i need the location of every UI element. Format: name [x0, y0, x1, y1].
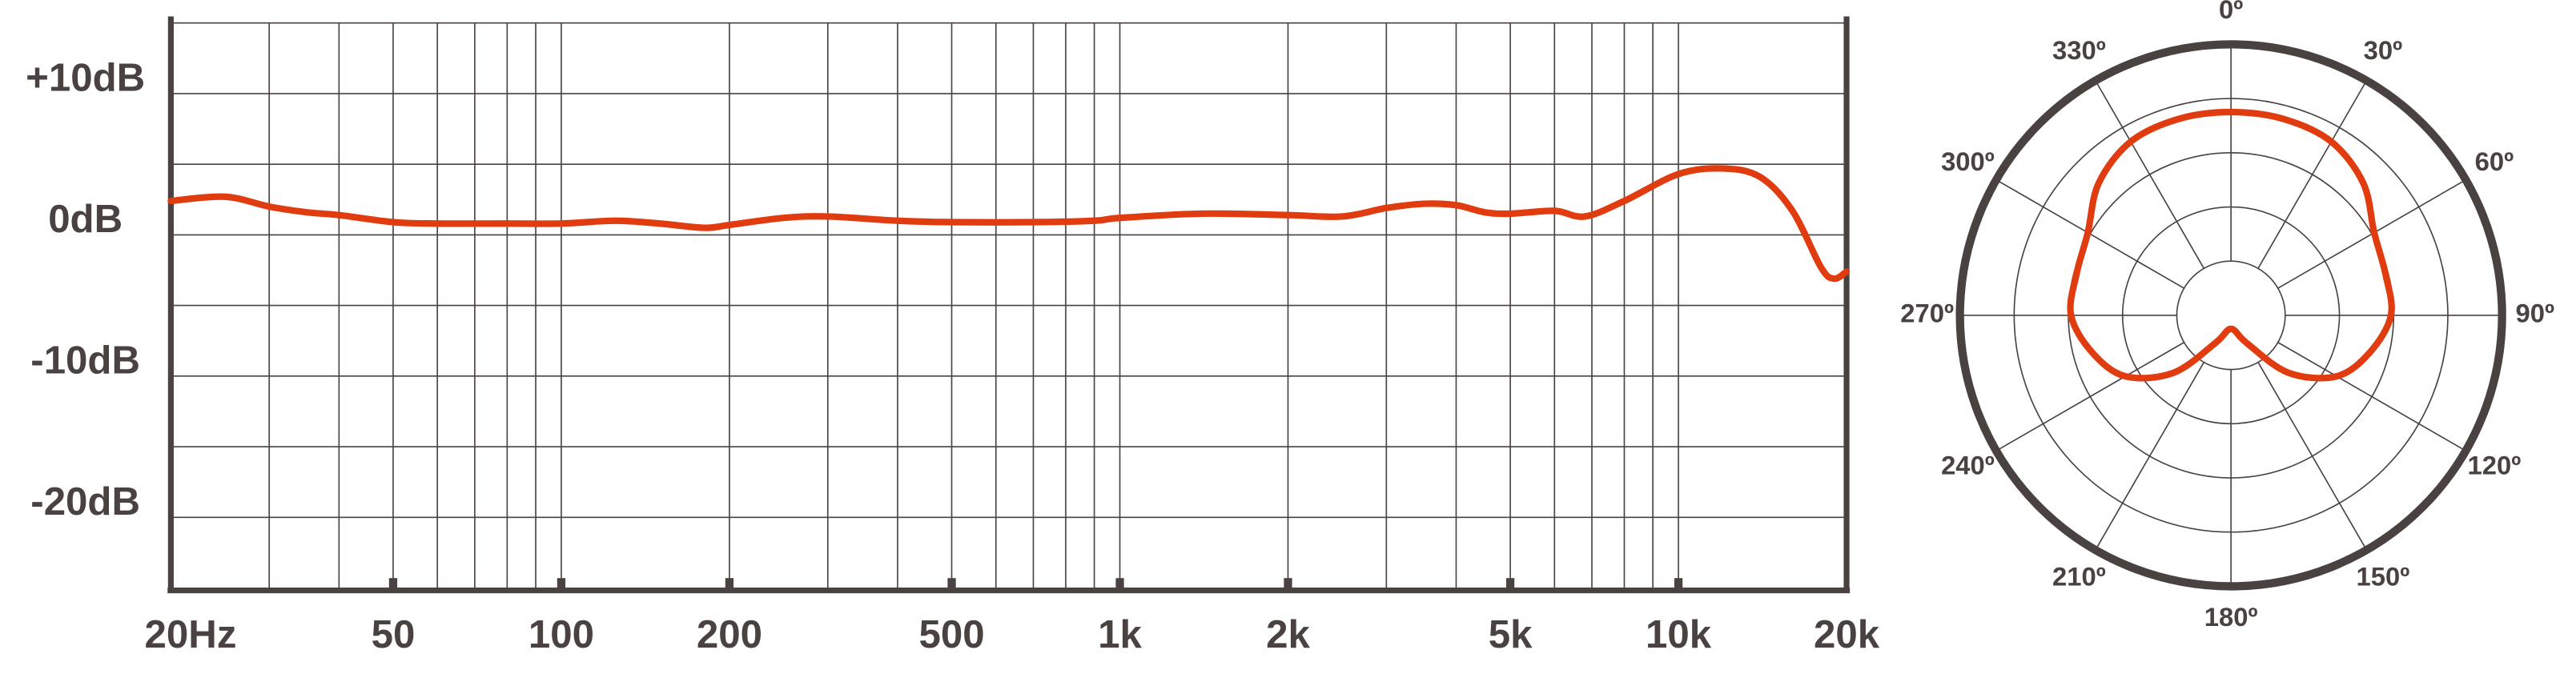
x-tick-label: 100: [528, 612, 594, 656]
angle-label: 300º: [1941, 146, 1995, 176]
angle-label: 90º: [2515, 299, 2554, 328]
x-tick-label: 200: [697, 612, 762, 656]
x-tick-label: 2k: [1266, 612, 1310, 656]
ring: [2013, 98, 2449, 533]
polar-curve: [2067, 108, 2395, 382]
angle-label: 240º: [1941, 450, 1995, 479]
x-tick-label: 50: [372, 612, 416, 656]
angle-label: 330º: [2052, 35, 2106, 65]
angle-label: 30º: [2364, 35, 2402, 65]
y-tick-label: +10dB: [26, 56, 145, 100]
x-tick-label: 20Hz: [145, 612, 237, 656]
tick-mark: [725, 578, 734, 592]
y-tick-label: 0dB: [48, 197, 123, 241]
ring: [2121, 206, 2341, 425]
tick-mark: [1284, 578, 1292, 592]
tick-mark: [1115, 578, 1124, 592]
x-tick-label: 10k: [1646, 612, 1712, 656]
x-tick-label: 20k: [1814, 612, 1880, 656]
tick-mark: [1505, 578, 1515, 592]
ring: [1955, 40, 2506, 591]
x-tick-label: 500: [918, 612, 984, 656]
angle-label: 120º: [2467, 450, 2521, 479]
angle-label: 0º: [2219, 0, 2243, 24]
y-tick-label: -10dB: [30, 338, 140, 382]
angle-label: 180º: [2204, 602, 2258, 632]
angle-label: 150º: [2357, 561, 2410, 591]
ring: [2176, 260, 2286, 371]
tick-mark: [388, 578, 398, 592]
angle-label: 270º: [1900, 299, 1954, 328]
tick-mark: [1674, 578, 1683, 592]
y-tick-label: -20dB: [30, 479, 140, 524]
angle-label: 210º: [2052, 561, 2106, 591]
tick-mark: [557, 578, 566, 592]
response-curve: [167, 165, 1851, 283]
angle-label: 60º: [2475, 146, 2514, 176]
x-tick-label: 5k: [1489, 612, 1533, 656]
x-tick-label: 1k: [1098, 612, 1142, 656]
tick-mark: [947, 578, 956, 592]
